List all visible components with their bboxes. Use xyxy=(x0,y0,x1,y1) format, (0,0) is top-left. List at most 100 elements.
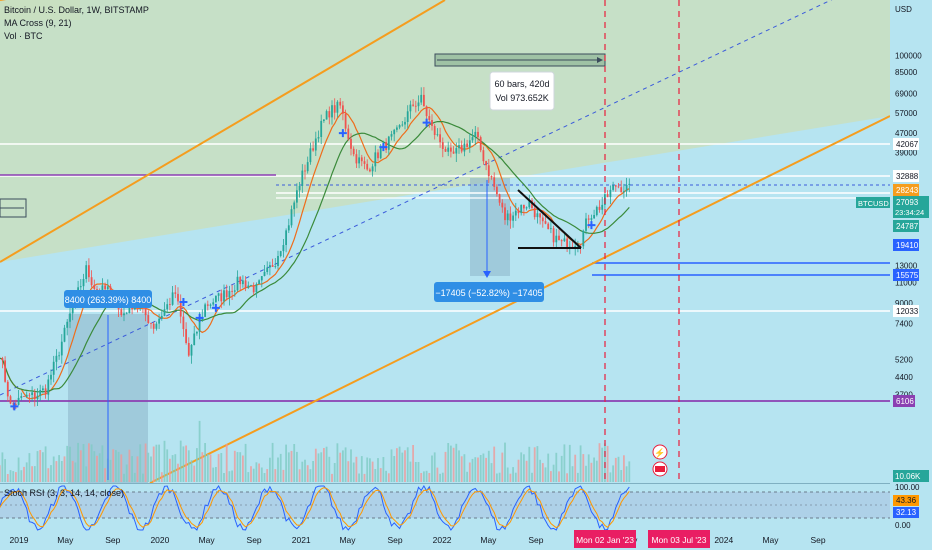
candle-up xyxy=(42,388,44,390)
svg-text:Mon 02 Jan '23: Mon 02 Jan '23 xyxy=(576,535,634,545)
candle-down xyxy=(493,177,496,187)
time-axis-label: Sep xyxy=(528,535,543,545)
candle-up xyxy=(223,290,225,302)
candle-up xyxy=(71,306,74,314)
candle-up xyxy=(279,251,282,256)
lightning-event-icon[interactable] xyxy=(652,444,668,460)
candle-up xyxy=(209,304,212,306)
time-axis[interactable] xyxy=(0,532,932,550)
candle-down xyxy=(509,213,512,221)
candle-down xyxy=(239,276,242,285)
volume-bar xyxy=(182,446,185,482)
candle-up xyxy=(555,235,558,243)
candle-up xyxy=(125,313,128,315)
volume-bar xyxy=(77,442,79,482)
candle-up xyxy=(320,120,323,137)
chart-title: Bitcoin / U.S. Dollar, 1W, BITSTAMP xyxy=(4,5,149,15)
volume-bar xyxy=(160,472,163,482)
volume-bar xyxy=(223,473,225,482)
candle-up xyxy=(512,215,514,221)
volume-bar xyxy=(558,471,560,482)
candle-up xyxy=(314,138,317,151)
volume-bar xyxy=(115,450,117,482)
candle-up xyxy=(317,137,320,139)
volume-bar xyxy=(139,444,142,482)
volume-bar xyxy=(331,473,333,482)
volume-bar xyxy=(282,469,285,482)
volume-bar xyxy=(44,446,47,482)
candle-down xyxy=(342,105,344,114)
volume-bar xyxy=(487,450,490,482)
volume-bar xyxy=(336,443,339,482)
candle-down xyxy=(414,105,417,107)
indicator-volume-label[interactable]: Vol · BTC xyxy=(4,31,43,41)
candle-up xyxy=(69,313,71,322)
ma-cross-marker xyxy=(587,221,596,230)
volume-bar xyxy=(439,473,441,482)
svg-text:32888: 32888 xyxy=(896,172,919,181)
candle-down xyxy=(93,285,96,289)
candle-up xyxy=(282,245,285,252)
candle-up xyxy=(160,315,163,319)
ma-cross-marker xyxy=(211,303,220,312)
volume-bar xyxy=(250,466,252,482)
volume-bar xyxy=(333,463,336,482)
candle-down xyxy=(352,148,355,155)
candle-up xyxy=(582,230,585,247)
volume-bar xyxy=(177,463,179,482)
price-axis-tick: 9000 xyxy=(895,299,913,308)
symbol-tag: BTCUSD xyxy=(856,197,890,208)
candle-down xyxy=(598,206,601,210)
measure-box-2022 xyxy=(470,178,510,276)
candle-up xyxy=(66,321,69,328)
price-axis-tick: 47000 xyxy=(895,129,918,138)
stoch-rsi-label[interactable]: Stoch RSI (3, 3, 14, 14, close) xyxy=(4,488,124,498)
triangle-upper-line[interactable] xyxy=(517,189,582,249)
candle-up xyxy=(455,148,458,154)
volume-bar xyxy=(377,458,379,482)
volume-bar xyxy=(144,443,147,482)
volume-bar xyxy=(293,444,296,482)
price-tag-19410: 19410 xyxy=(893,239,919,251)
candle-up xyxy=(528,200,531,208)
candle-up xyxy=(612,185,614,190)
candle-up xyxy=(287,225,290,231)
indicator-ma-cross-label[interactable]: MA Cross (9, 21) xyxy=(4,18,72,28)
volume-bar xyxy=(9,470,12,482)
candle-up xyxy=(290,209,293,226)
volume-bar xyxy=(131,456,133,482)
candle-down xyxy=(606,194,609,198)
stoch-k-line xyxy=(0,485,630,531)
left-arrow-box[interactable] xyxy=(0,198,27,218)
volume-bar xyxy=(187,450,190,482)
volume-bar xyxy=(490,463,493,482)
volume-bar xyxy=(471,458,474,482)
time-axis-labels: 2019 May Sep 2020 May Sep 2021 May Sep 2022 May Sep… xyxy=(10,535,826,545)
candle-down xyxy=(109,286,112,290)
volume-bar xyxy=(585,465,587,482)
volume-bar xyxy=(1,452,4,482)
volume-bar xyxy=(514,472,517,482)
candle-up xyxy=(215,295,217,303)
volume-bar xyxy=(4,459,6,482)
candle-down xyxy=(552,228,555,243)
stoch-tick-100: 100.00 xyxy=(895,483,920,492)
bars-info-box: 60 bars, 420d Vol 973.652K xyxy=(489,71,555,111)
channel-top-line[interactable] xyxy=(0,0,446,263)
candle-down xyxy=(485,161,487,166)
candle-up xyxy=(514,210,517,216)
volume-bar xyxy=(601,447,604,482)
candle-down xyxy=(504,207,506,221)
candle-up xyxy=(204,304,206,317)
candle-down xyxy=(377,152,379,159)
candle-down xyxy=(339,101,342,106)
candle-up xyxy=(595,206,598,216)
volume-bar xyxy=(423,471,425,482)
volume-bar xyxy=(409,461,412,482)
volume-bar xyxy=(209,454,212,482)
volume-bar xyxy=(414,462,417,482)
candle-down xyxy=(328,111,331,118)
candle-up xyxy=(277,256,279,266)
candle-down xyxy=(385,142,387,150)
